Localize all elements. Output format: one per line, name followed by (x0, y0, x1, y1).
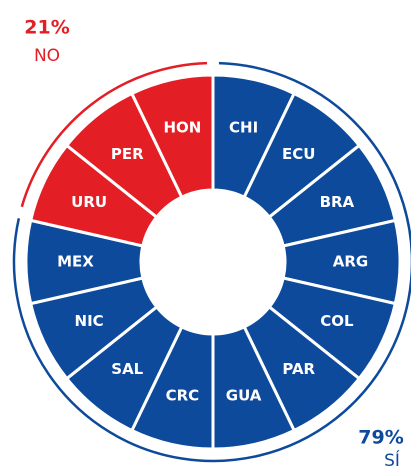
si-label: SÍ (384, 449, 400, 471)
segment-label: PER (111, 145, 144, 163)
segment-label: BRA (320, 193, 355, 211)
no-percent: 21% (24, 17, 69, 39)
segment-label: ECU (282, 145, 315, 163)
segment-label: SAL (111, 360, 143, 378)
no-label: NO (34, 46, 60, 66)
segment-label: COL (320, 312, 354, 330)
segment-label: CRC (166, 387, 200, 405)
outer-arc (12, 61, 411, 463)
segment-label: PAR (282, 360, 315, 378)
segment-label: MEX (57, 253, 94, 271)
outer-arc (20, 61, 208, 208)
segment-label: ARG (333, 253, 368, 271)
segment-label: URU (71, 193, 107, 211)
si-percent: 79% (358, 427, 403, 449)
segment-label: NIC (75, 312, 104, 330)
segment-label: CHI (229, 118, 258, 136)
segment-label: GUA (226, 387, 262, 405)
segment-label: HON (163, 118, 201, 136)
segment (129, 73, 215, 200)
